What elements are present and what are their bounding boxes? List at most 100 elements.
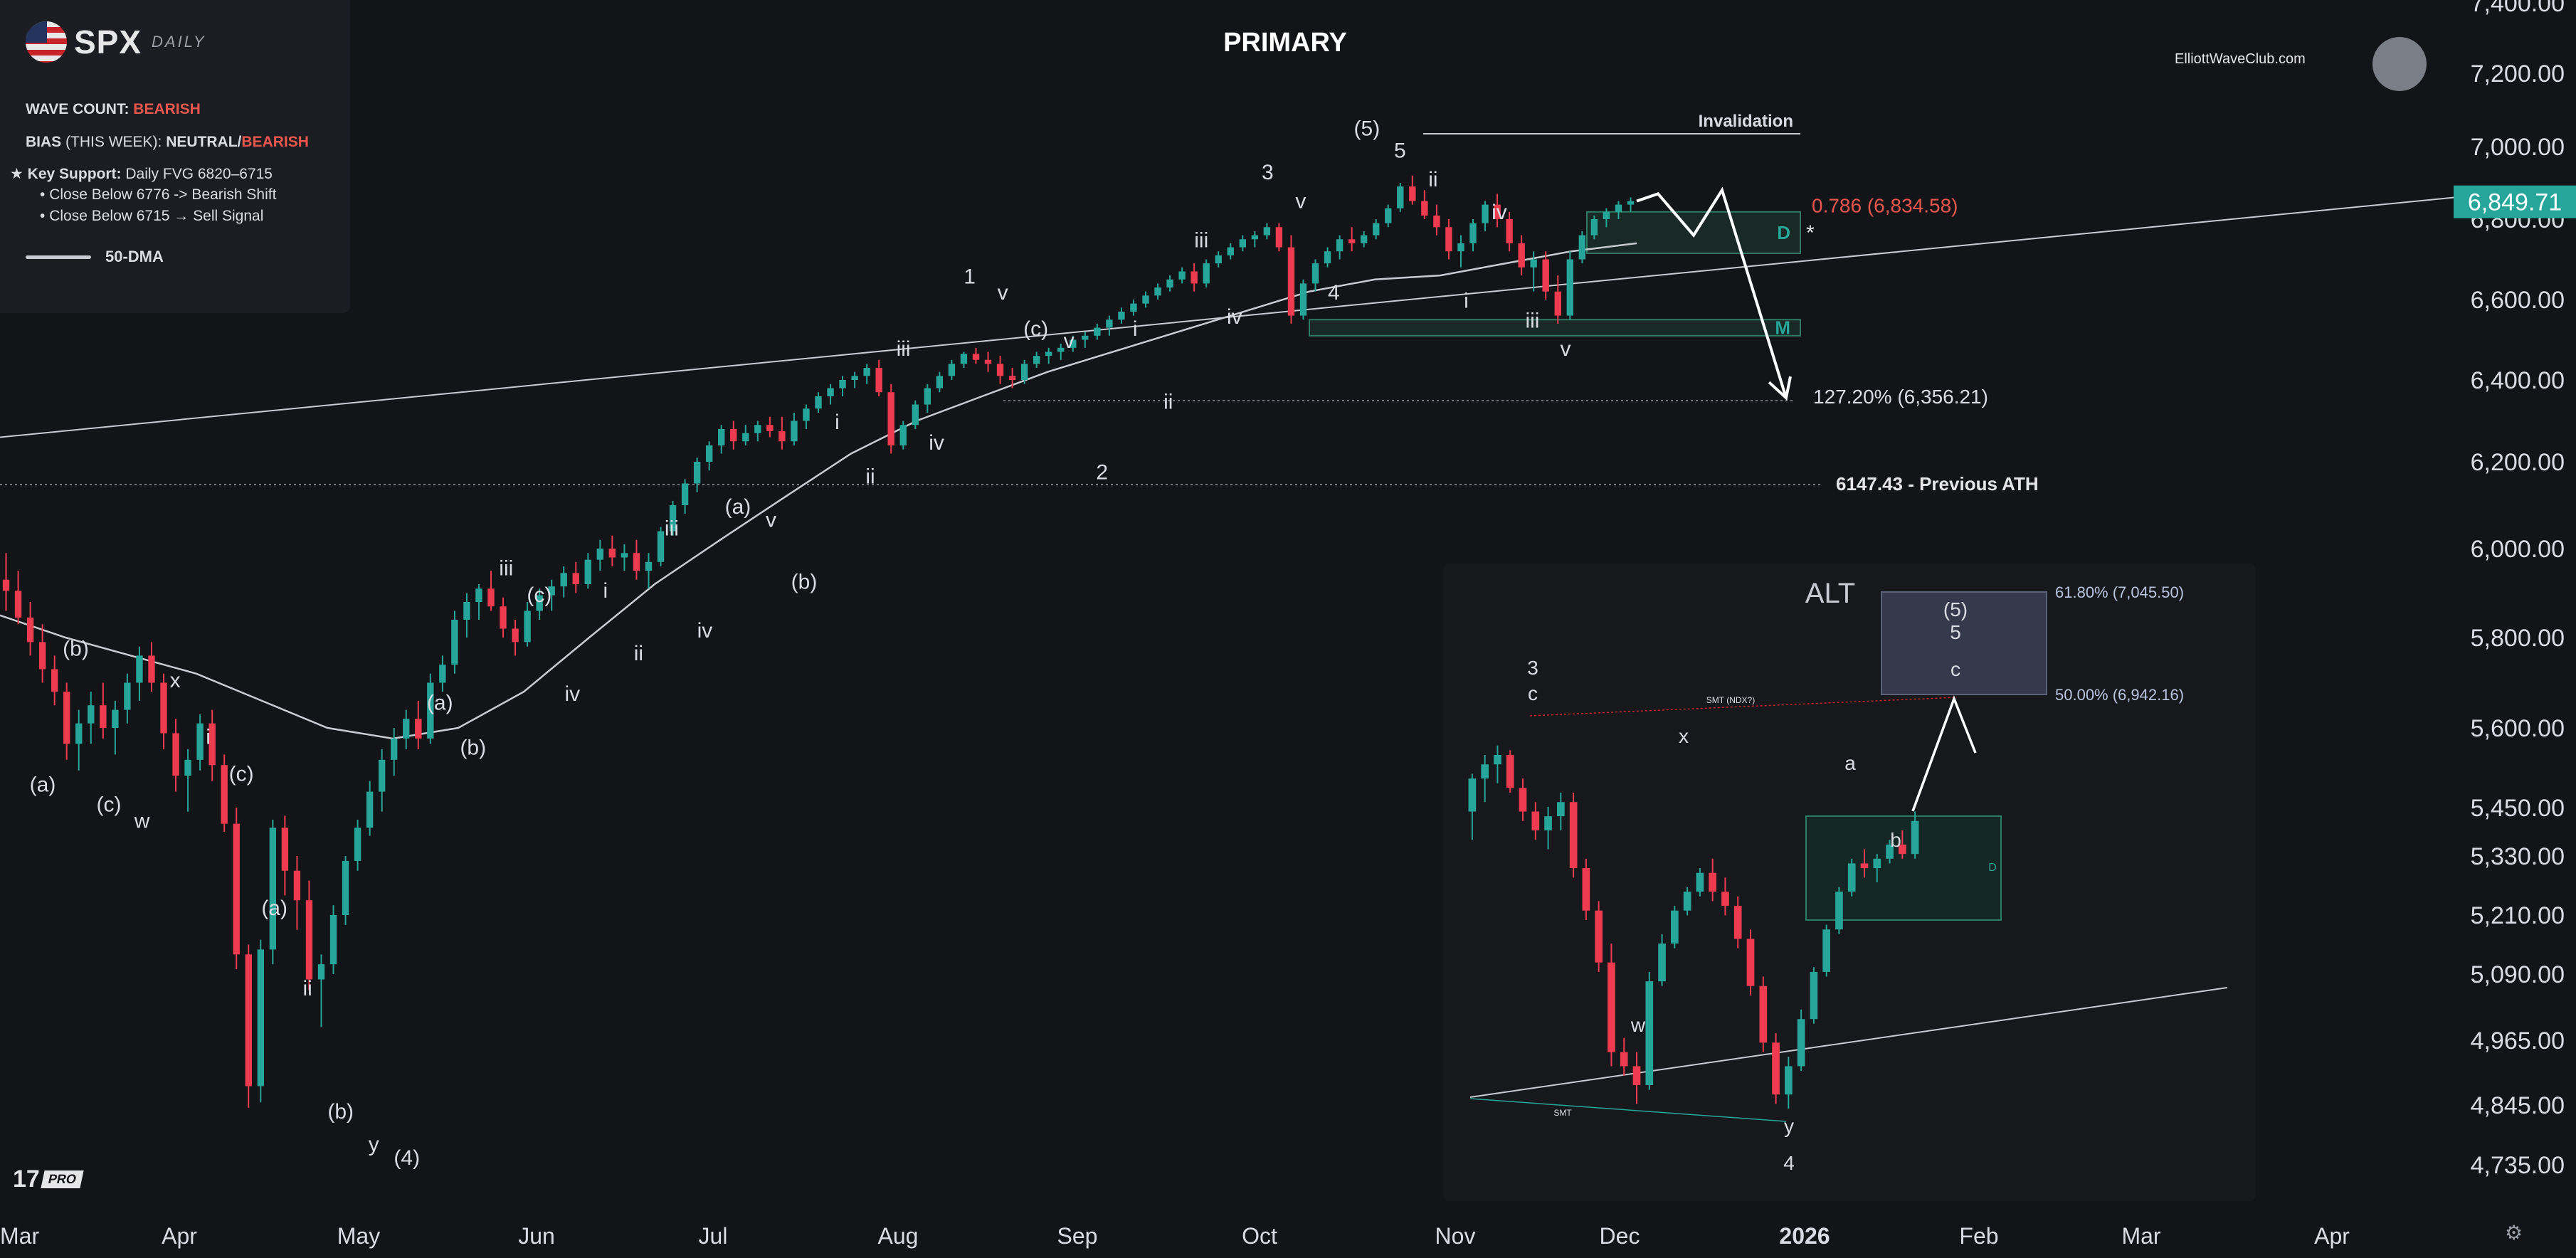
- candle-body: [1433, 215, 1440, 228]
- x-tick-label: Mar: [2121, 1223, 2160, 1249]
- candle-body: [1203, 263, 1210, 284]
- timeframe: DAILY: [152, 33, 206, 51]
- candle-body: [705, 445, 713, 462]
- inset-candle-body: [1709, 872, 1716, 892]
- y-tick-label: 4,845.00: [2471, 1092, 2565, 1119]
- candle-body: [681, 483, 689, 505]
- candle-body: [984, 359, 992, 364]
- inset-candle-body: [1835, 892, 1843, 930]
- candle-body: [936, 376, 944, 388]
- candle-body: [1445, 227, 1452, 252]
- candle-body: [427, 682, 434, 739]
- wave-label: iii: [897, 337, 911, 361]
- wave-label: (a): [725, 495, 751, 519]
- inset-candle-body: [1860, 863, 1869, 869]
- candle-body: [1311, 263, 1319, 284]
- bias: BIAS (THIS WEEK): NEUTRAL/BEARISH: [26, 134, 309, 151]
- previous-ath-label: 6147.43 - Previous ATH: [1836, 473, 2039, 495]
- wave-label: i: [1133, 317, 1138, 341]
- candle-body: [1299, 283, 1307, 316]
- wave-label: iv: [565, 682, 581, 706]
- inset-target-box: [1881, 591, 2047, 695]
- wave-label: 5: [1394, 139, 1406, 162]
- candle-body: [317, 964, 325, 980]
- y-tick-label: 7,200.00: [2471, 60, 2565, 88]
- zone-label-D: D: [1777, 222, 1790, 243]
- candle-body: [1239, 239, 1246, 248]
- wave-label: v: [1295, 190, 1306, 213]
- candle-body: [415, 719, 422, 739]
- inset-candle-body: [1822, 929, 1830, 972]
- inset-candle-body: [1810, 971, 1818, 1020]
- candle-body: [475, 588, 482, 602]
- x-tick-label: Oct: [1242, 1223, 1277, 1249]
- inset-candle-body: [1632, 1066, 1641, 1085]
- candle-body: [281, 828, 289, 871]
- candle-body: [766, 425, 774, 431]
- candle-body: [839, 380, 846, 388]
- brand: SPX DAILY: [26, 21, 206, 63]
- bias-neutral: NEUTRAL/: [166, 134, 242, 150]
- candle-body: [645, 561, 653, 571]
- candle-body: [196, 723, 204, 760]
- inset-smt-ndx-label: SMT (NDX?): [1706, 695, 1755, 705]
- candle-body: [1530, 259, 1537, 268]
- chart-title: PRIMARY: [1223, 28, 1347, 58]
- candle-body: [88, 705, 95, 724]
- inset-candle-body: [1746, 939, 1755, 986]
- inset-candle-body: [1620, 1052, 1628, 1067]
- inset-wave-label: w: [1630, 1014, 1646, 1036]
- candle-body: [233, 823, 240, 955]
- x-tick-label: Jun: [518, 1223, 555, 1249]
- inset-candle-body: [1494, 755, 1501, 765]
- wave-label: x: [170, 669, 181, 692]
- candle-body: [1287, 247, 1295, 316]
- bullet-2-text: Close Below 6715 → Sell Signal: [49, 208, 264, 224]
- x-tick-label: Apr: [2314, 1223, 2350, 1249]
- wave-label: (b): [63, 637, 89, 660]
- site-name[interactable]: ElliottWaveClub.com: [2175, 51, 2306, 67]
- bullet-1-text: Close Below 6776 -> Bearish Shift: [49, 186, 277, 203]
- wave-label: (4): [394, 1146, 420, 1170]
- x-tick-label: Jul: [699, 1223, 728, 1249]
- wave-label: iii: [665, 517, 679, 541]
- support-bullet-1: • Close Below 6776 -> Bearish Shift: [40, 186, 277, 203]
- wave-label: v: [998, 281, 1008, 305]
- inset-candle-body: [1772, 1042, 1780, 1095]
- candle-body: [1142, 295, 1149, 304]
- projection-arrowhead: [1768, 376, 1792, 401]
- inset-wave-label: 4: [1783, 1152, 1795, 1174]
- wave-label: 4: [1328, 281, 1340, 305]
- inset-candle-body: [1481, 764, 1489, 779]
- candle-body: [451, 620, 458, 665]
- candle-body: [342, 860, 349, 915]
- candle-body: [100, 705, 107, 728]
- ma-legend-swatch: [26, 255, 91, 259]
- candle-body: [500, 606, 507, 629]
- candle-body: [1275, 227, 1283, 248]
- candle-body: [172, 733, 179, 776]
- inset-wave-label: a: [1844, 752, 1856, 774]
- candle-body: [948, 364, 956, 376]
- candle-body: [742, 433, 749, 442]
- inset-projection: [1911, 695, 1977, 812]
- support-bullet-2: • Close Below 6715 → Sell Signal: [40, 208, 264, 224]
- candle-body: [730, 429, 737, 442]
- wave-label: i: [206, 725, 211, 749]
- y-tick-label: 6,000.00: [2471, 536, 2565, 563]
- x-tick-label: Feb: [1959, 1223, 1998, 1249]
- tradingview-logo[interactable]: 17 PRO: [13, 1166, 84, 1193]
- inset-candle-body: [1671, 910, 1679, 944]
- inset-candle-body: [1645, 981, 1654, 1085]
- y-tick-label: 6,200.00: [2471, 449, 2565, 476]
- candle-body: [1385, 208, 1392, 223]
- candle-body: [439, 665, 446, 683]
- candle-body: [863, 368, 870, 376]
- candle-body: [1045, 352, 1052, 356]
- wave-label: iv: [697, 619, 713, 643]
- candle-body: [184, 759, 191, 776]
- ma-legend: 50-DMA: [26, 248, 164, 266]
- candle-body: [1094, 327, 1101, 336]
- settings-gear-icon[interactable]: ⚙: [2505, 1222, 2523, 1244]
